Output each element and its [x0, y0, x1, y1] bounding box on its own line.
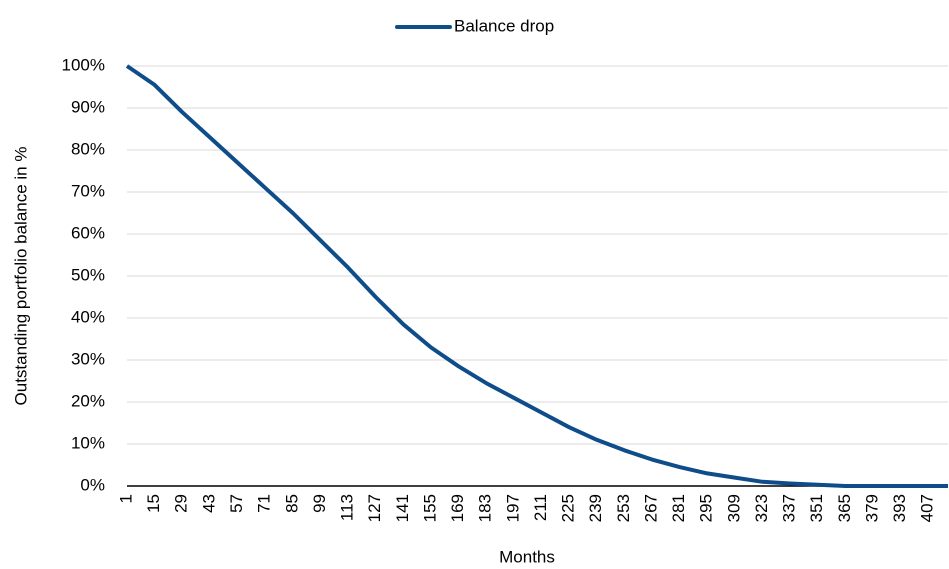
x-tick-label: 225: [559, 494, 578, 522]
y-tick-label: 100%: [62, 55, 105, 74]
y-tick-label: 30%: [71, 349, 105, 368]
x-tick-label: 239: [586, 494, 605, 522]
y-tick-label: 10%: [71, 433, 105, 452]
x-tick-label: 211: [531, 494, 550, 521]
x-tick-label: 141: [393, 494, 412, 522]
x-tick-label: 57: [227, 494, 246, 513]
x-tick-label: 113: [338, 494, 357, 521]
x-tick-label: 323: [752, 494, 771, 522]
x-tick-label: 15: [144, 494, 163, 513]
x-tick-label: 99: [310, 494, 329, 513]
y-tick-label: 70%: [71, 181, 105, 200]
y-tick-label: 50%: [71, 265, 105, 284]
x-tick-label: 85: [282, 494, 301, 513]
y-tick-label: 0%: [80, 475, 105, 494]
x-tick-label: 1: [116, 494, 135, 503]
x-tick-label: 267: [641, 494, 660, 522]
x-tick-label: 253: [614, 494, 633, 522]
y-tick-label: 80%: [71, 139, 105, 158]
y-axis-label: Outstanding portfolio balance in %: [11, 147, 30, 406]
x-tick-label: 295: [697, 494, 716, 522]
y-tick-label: 20%: [71, 391, 105, 410]
x-tick-label: 407: [918, 494, 937, 522]
x-tick-label: 281: [669, 494, 688, 522]
legend-label: Balance drop: [454, 16, 554, 35]
y-tick-label: 60%: [71, 223, 105, 242]
x-tick-label: 365: [835, 494, 854, 522]
x-tick-label: 43: [199, 494, 218, 513]
x-tick-label: 155: [420, 494, 439, 522]
line: [125, 64, 948, 488]
x-tick-label: 351: [807, 494, 826, 522]
x-tick-label: 337: [780, 494, 799, 522]
x-tick-label: 183: [476, 494, 495, 522]
x-tick-label: 71: [255, 494, 274, 513]
x-tick-label: 309: [724, 494, 743, 522]
x-tick-label: 379: [862, 494, 881, 522]
y-tick-label: 40%: [71, 307, 105, 326]
x-tick-label: 29: [172, 494, 191, 513]
x-tick-label: 169: [448, 494, 467, 522]
x-axis-label: Months: [499, 547, 555, 566]
y-tick-label: 90%: [71, 97, 105, 116]
x-tick-label: 127: [365, 494, 384, 522]
x-tick-label: 393: [890, 494, 909, 522]
x-tick-label: 197: [503, 494, 522, 522]
